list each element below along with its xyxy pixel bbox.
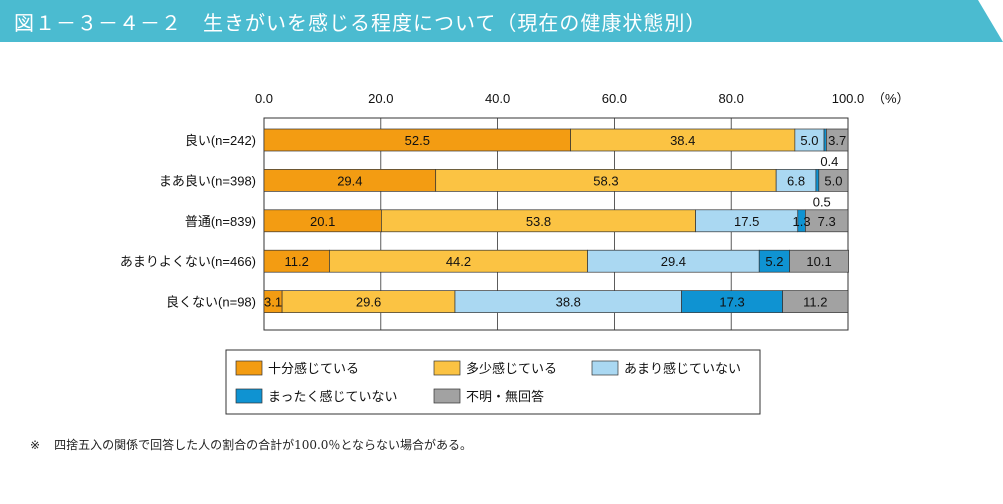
legend-label: まったく感じていない xyxy=(268,389,397,404)
bar-segment xyxy=(823,128,827,152)
stacked-bar-chart: 52.5 38.4 5.00.43.729.4 58.3 6.80.55.020.1 53… xyxy=(120,91,910,415)
footnote-text: 四捨五入の関係で回答した人の割合の合計が100.0％とならない場合がある。 xyxy=(54,438,473,452)
x-tick-label: 40.0 xyxy=(485,91,510,106)
x-tick-label: 20.0 xyxy=(368,91,393,106)
value-label: 29.6 xyxy=(356,295,381,310)
category-label: あまりよくない(n=466) xyxy=(120,254,256,269)
legend-swatch xyxy=(235,360,263,376)
category-label: 良い(n=242) xyxy=(185,133,256,148)
x-tick-label: 80.0 xyxy=(719,91,744,106)
bar-segment xyxy=(815,169,820,192)
labels-layer: 52.5 38.4 5.00.43.729.4 58.3 6.80.55.020.1 53… xyxy=(264,133,846,310)
legend-swatch xyxy=(433,388,461,404)
value-label: 6.8 xyxy=(787,173,805,188)
footnote-mark: ※ xyxy=(30,438,41,452)
legend-label: 十分感じている xyxy=(268,361,359,376)
value-label: 3.1 xyxy=(264,295,282,310)
value-label: 17.5 xyxy=(734,214,759,229)
bars-layer xyxy=(263,128,849,313)
legend-swatch xyxy=(235,388,263,404)
x-tick-label: 100.0 xyxy=(832,91,865,106)
value-label-outside: 0.4 xyxy=(820,154,838,169)
category-label: 普通(n=839) xyxy=(185,214,256,229)
value-label: 52.5 xyxy=(405,133,430,148)
title-bar: 図１－３－４－２ 生きがいを感じる程度について（現在の健康状態別） xyxy=(0,0,1003,42)
bar-segment xyxy=(818,169,849,192)
bar-segment xyxy=(826,128,849,152)
value-label-outside: 0.5 xyxy=(813,194,831,209)
value-label: 58.3 xyxy=(593,173,618,188)
value-label: 38.4 xyxy=(670,133,695,148)
legend-swatch xyxy=(591,360,619,376)
value-label: 29.4 xyxy=(337,173,362,188)
value-label: 44.2 xyxy=(446,254,471,269)
title-band-shape xyxy=(0,0,1003,42)
x-tick-label: 0.0 xyxy=(255,91,273,106)
value-label: 3.7 xyxy=(828,133,846,148)
value-label: 10.1 xyxy=(806,254,831,269)
category-label: 良くない(n=98) xyxy=(166,295,256,310)
value-label: 1.3 xyxy=(793,214,811,229)
bar-segment xyxy=(805,209,849,233)
category-label: まあ良い(n=398) xyxy=(159,173,256,188)
value-label: 11.2 xyxy=(285,254,309,269)
legend-box xyxy=(225,349,761,415)
legend-label: あまり感じていない xyxy=(624,361,741,376)
value-label: 17.3 xyxy=(719,295,744,310)
axis-layer: 0.0 20.0 40.0 60.0 80.0 100.0 （%） 良い(n=242) まあ良い… xyxy=(120,91,910,310)
figure-title: 図１－３－４－２ 生きがいを感じる程度について（現在の健康状態別） xyxy=(14,11,707,35)
legend-label: 多少感じている xyxy=(466,361,557,376)
value-label: 29.4 xyxy=(661,254,686,269)
legend-swatch xyxy=(433,360,461,376)
bar-segment xyxy=(789,249,849,273)
x-unit-label: （%） xyxy=(872,91,910,106)
value-label: 20.1 xyxy=(310,214,335,229)
value-label: 5.0 xyxy=(800,133,818,148)
x-tick-label: 60.0 xyxy=(602,91,627,106)
value-label: 7.3 xyxy=(818,214,836,229)
value-label: 5.2 xyxy=(765,254,783,269)
value-label: 38.8 xyxy=(556,295,581,310)
footnote: ※ 四捨五入の関係で回答した人の割合の合計が100.0％とならない場合がある。 xyxy=(30,436,472,453)
legend-label: 不明・無回答 xyxy=(466,389,544,404)
title-band xyxy=(0,0,1003,42)
bar-segment xyxy=(782,290,849,313)
value-label: 11.2 xyxy=(803,295,827,310)
value-label: 5.0 xyxy=(824,173,842,188)
value-label: 53.8 xyxy=(526,214,551,229)
